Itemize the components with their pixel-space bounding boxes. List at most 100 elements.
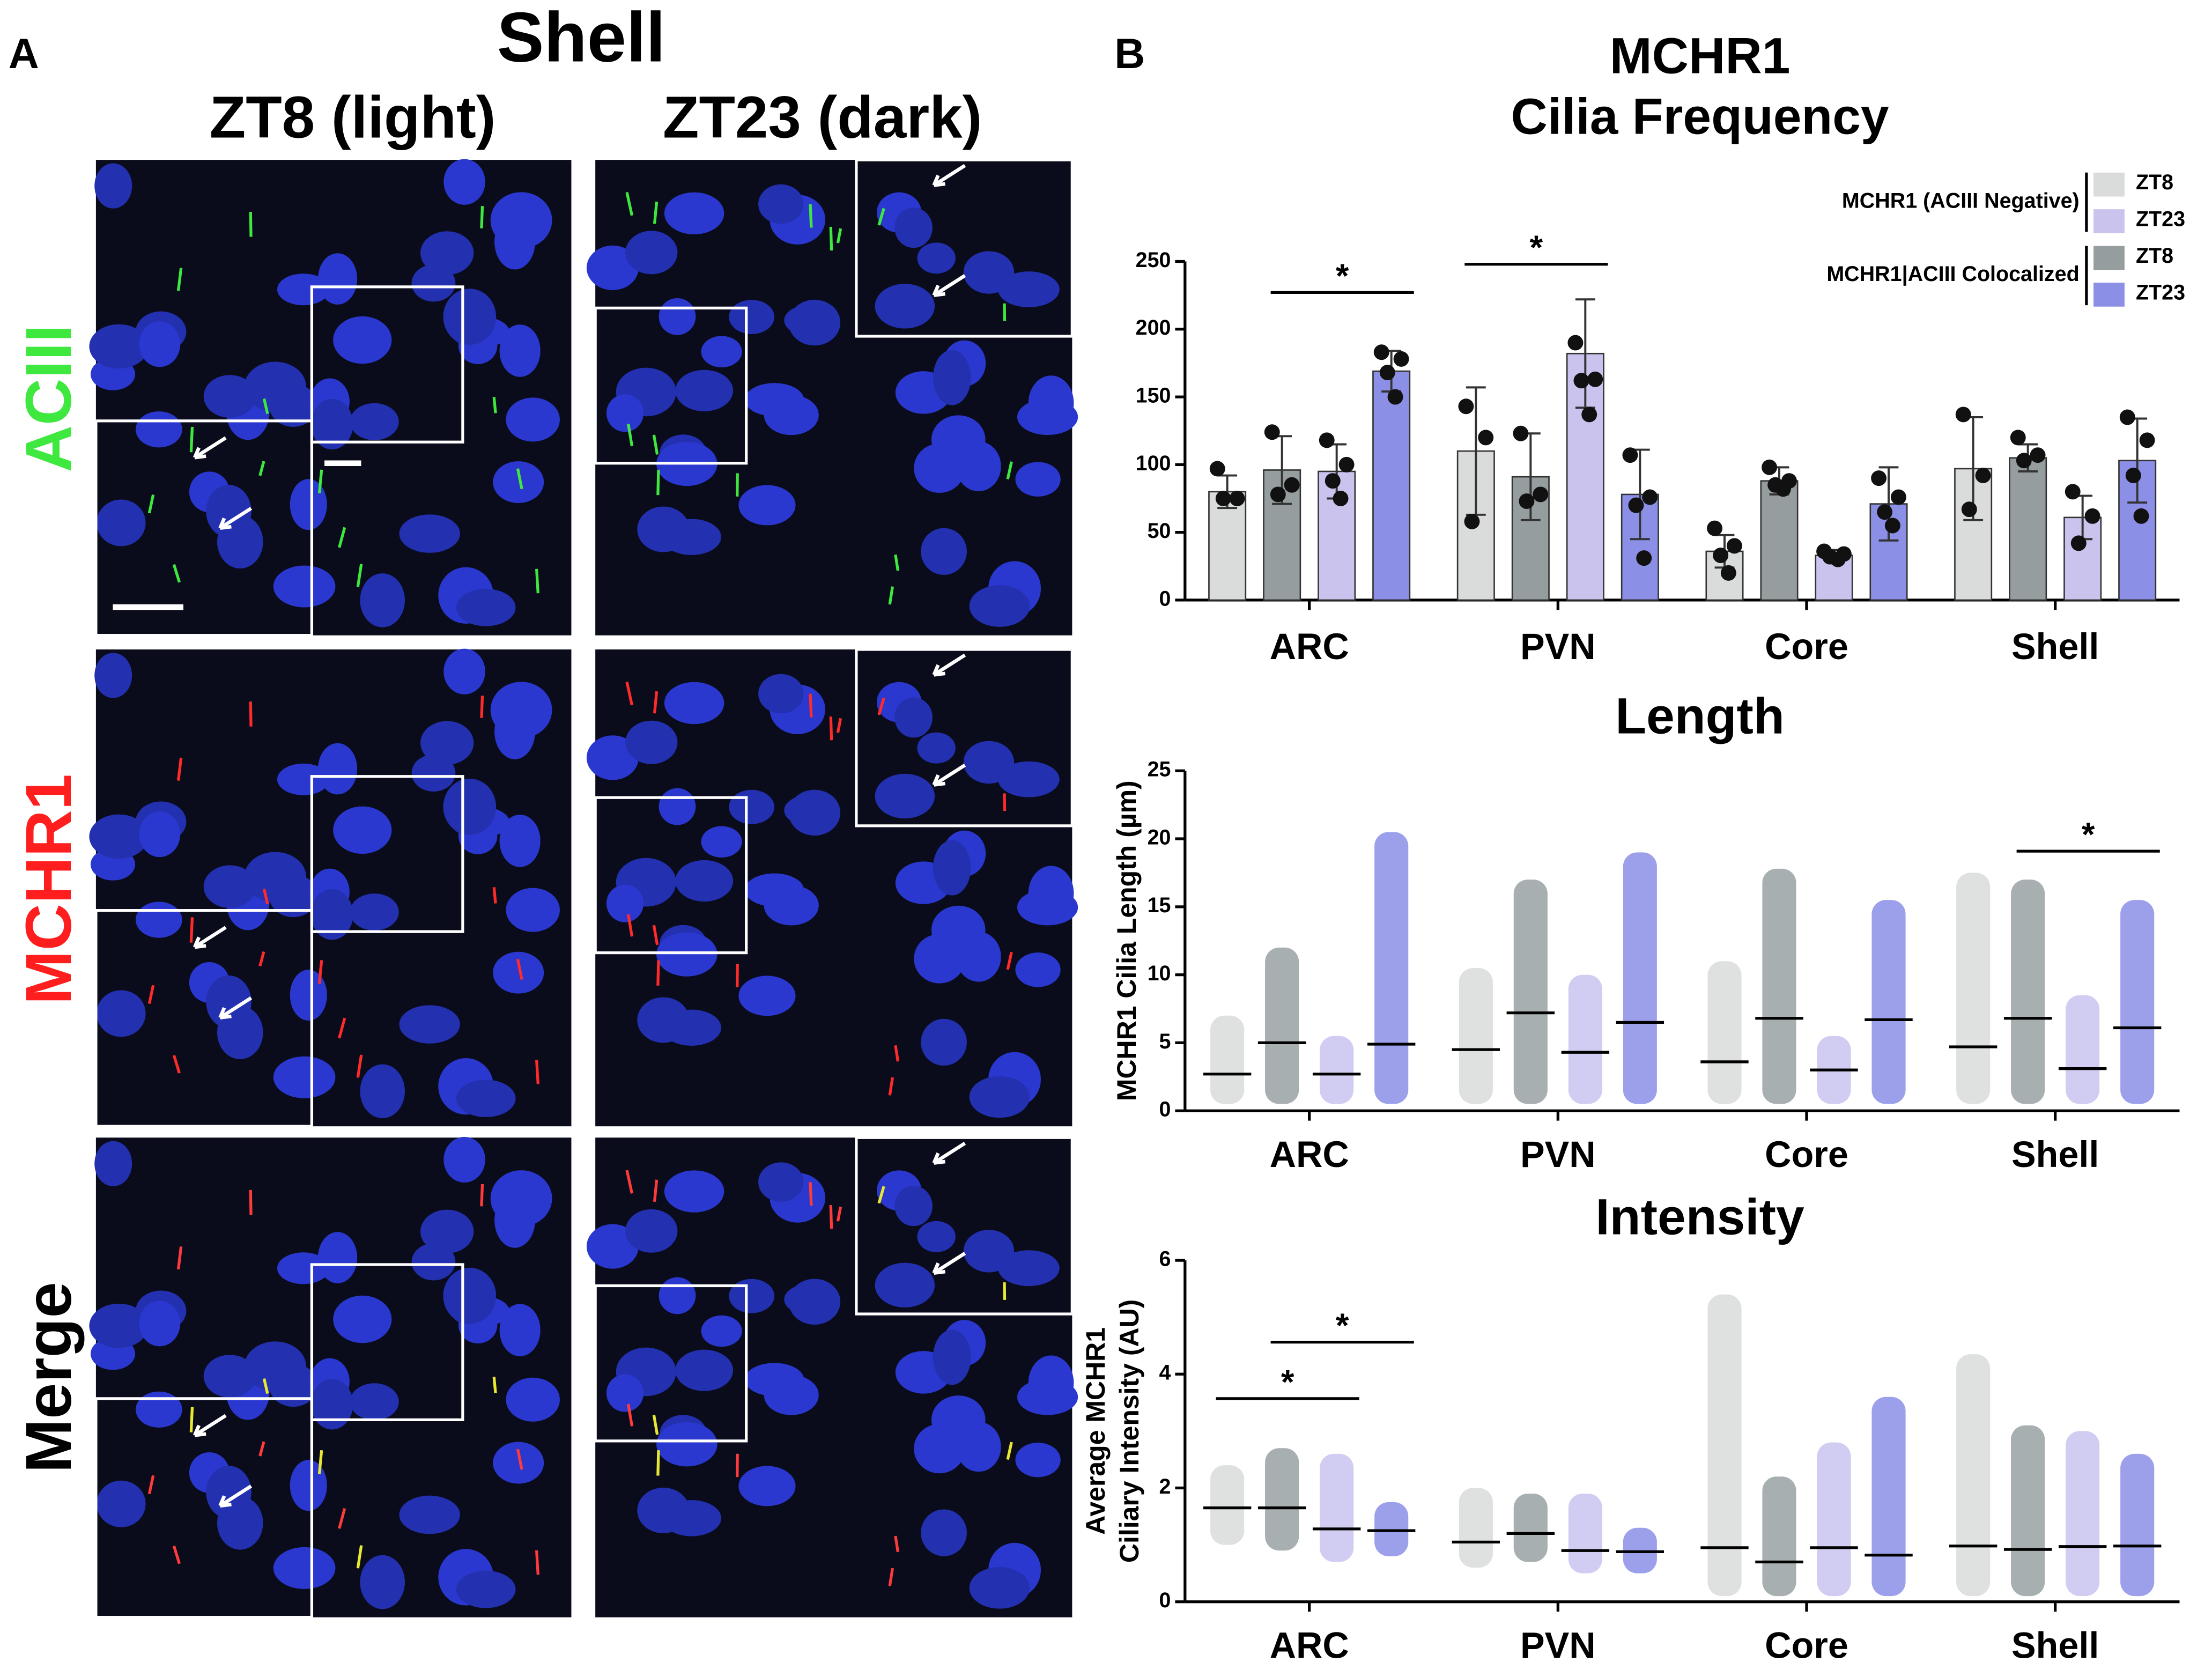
nucleus	[637, 997, 690, 1043]
nucleus	[788, 789, 841, 836]
cilium	[172, 564, 181, 583]
data-point	[2016, 453, 2032, 469]
point-cloud	[1513, 1494, 1548, 1562]
cilium	[492, 887, 497, 904]
cilium	[249, 701, 253, 727]
data-point	[1707, 520, 1723, 536]
x-tick-label: Core	[1765, 626, 1848, 667]
cilium	[189, 917, 194, 943]
data-point	[2125, 468, 2141, 484]
cilium	[656, 1450, 660, 1476]
cilium	[480, 206, 484, 228]
cilium	[653, 201, 659, 224]
cilium	[877, 208, 885, 226]
data-point	[1762, 459, 1778, 475]
arrow	[193, 1414, 227, 1437]
y-tick-label: 25	[1148, 758, 1171, 781]
y-tick-label: 6	[1159, 1247, 1171, 1271]
cilium	[172, 1054, 181, 1074]
cilium	[736, 964, 739, 987]
nucleus	[917, 1221, 956, 1252]
data-point	[1642, 489, 1658, 505]
cilium	[258, 951, 265, 967]
data-point	[1636, 550, 1652, 566]
nucleus	[729, 789, 775, 824]
data-point	[2119, 409, 2135, 425]
nucleus	[290, 1460, 327, 1511]
y-tick-label: 10	[1148, 962, 1171, 985]
nucleus	[625, 1209, 678, 1253]
nucleus	[701, 336, 742, 367]
cilium	[736, 1453, 739, 1477]
cilium	[356, 564, 363, 587]
data-point	[1264, 424, 1280, 440]
panel-label: A	[9, 30, 39, 77]
point-cloud	[1374, 1502, 1409, 1556]
nucleus	[443, 778, 497, 835]
inset-frame	[94, 1397, 314, 1619]
nucleus	[917, 242, 956, 274]
nucleus	[139, 1301, 181, 1347]
data-point	[1961, 501, 1977, 518]
nucleus	[443, 1136, 485, 1183]
cilium	[653, 1179, 659, 1202]
nucleus	[317, 1232, 358, 1283]
cilium	[894, 1535, 900, 1553]
cilium	[809, 204, 813, 228]
cilium	[189, 1407, 194, 1432]
nucleus	[420, 231, 474, 275]
nucleus	[456, 1570, 516, 1608]
nucleus	[659, 298, 696, 335]
point-cloud	[2066, 1431, 2100, 1597]
cilium	[356, 1054, 363, 1078]
nucleus	[360, 1555, 405, 1609]
cilium	[656, 960, 660, 986]
cilium	[535, 1059, 539, 1084]
nucleus	[956, 441, 1001, 491]
nucleus	[290, 970, 327, 1021]
cilium	[176, 268, 183, 291]
nucleus	[443, 159, 485, 205]
nucleus	[664, 682, 724, 725]
point-cloud	[1459, 967, 1493, 1104]
data-point	[1713, 548, 1729, 564]
data-point	[2070, 535, 2087, 551]
nucleus	[659, 788, 696, 825]
cilium	[625, 1170, 634, 1194]
nucleus	[290, 479, 327, 530]
y-tick-label: 20	[1148, 825, 1171, 849]
nucleus	[97, 499, 146, 546]
inset-frame	[594, 1284, 748, 1443]
nucleus	[420, 1209, 474, 1253]
nucleus	[738, 485, 796, 526]
micrographs	[89, 158, 1078, 1619]
nucleus	[97, 1480, 146, 1527]
nucleus	[969, 1076, 1030, 1118]
nucleus	[625, 720, 678, 764]
data-point	[1955, 407, 1971, 423]
data-point	[1884, 518, 1900, 534]
cilium	[627, 1403, 634, 1427]
nucleus	[97, 990, 146, 1037]
nucleus	[675, 370, 734, 411]
nucleus	[273, 565, 336, 608]
cilium	[888, 586, 894, 605]
cilium	[356, 1545, 363, 1569]
point-cloud	[1320, 1453, 1354, 1562]
cilium	[249, 1190, 253, 1215]
point-cloud	[1320, 1036, 1354, 1104]
y-axis-label: MCHR1 Cilia Length (µm)	[1112, 780, 1142, 1101]
arrow	[932, 1141, 966, 1165]
cilium	[877, 1186, 885, 1204]
nucleus	[420, 721, 474, 765]
legend-label: ZT23	[2136, 208, 2185, 231]
nucleus	[350, 403, 399, 440]
significance-label: *	[2082, 816, 2095, 854]
arrow	[218, 1484, 253, 1508]
data-point	[1581, 407, 1597, 423]
inset-frame	[855, 158, 1074, 338]
data-point	[1284, 477, 1300, 493]
panel-title: Shell	[497, 0, 665, 77]
legend-label: ZT8	[2136, 244, 2173, 268]
